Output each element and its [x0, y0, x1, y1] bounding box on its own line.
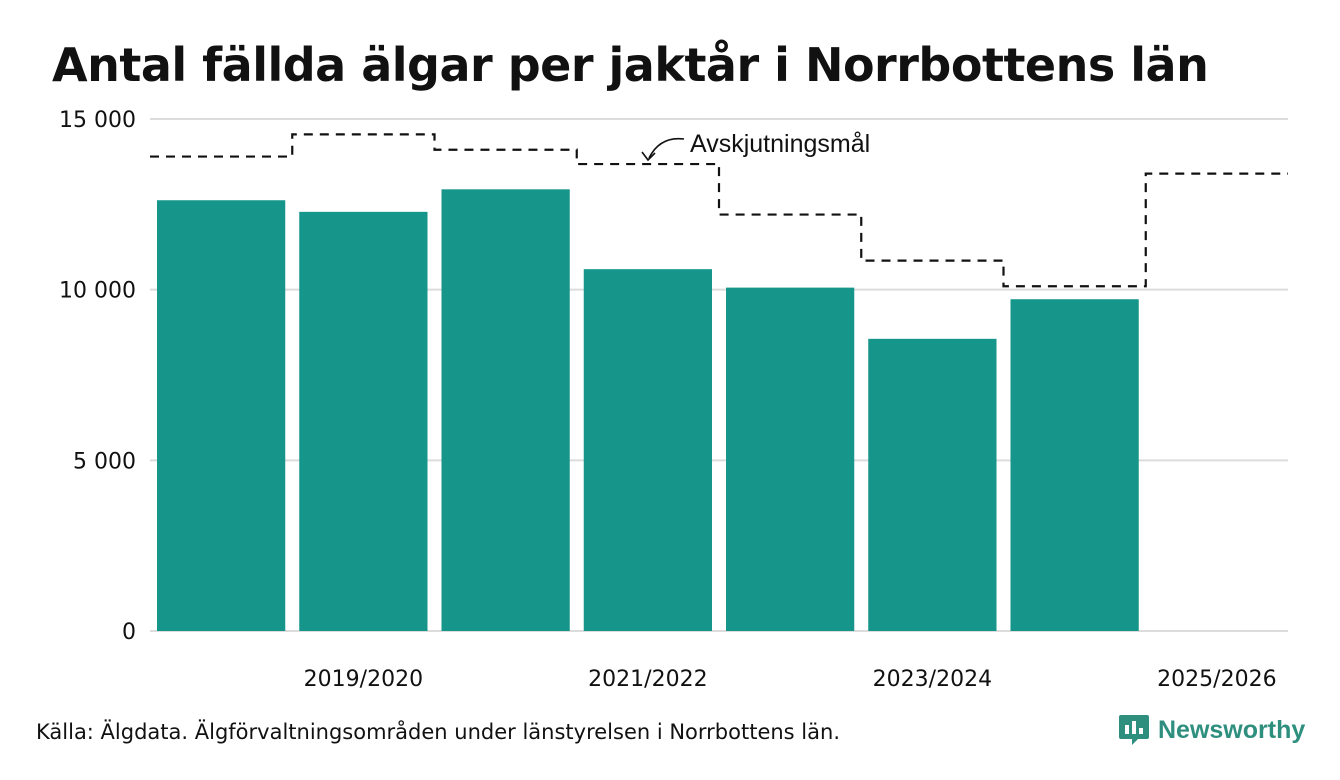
- target-annotation: Avskjutningsmål: [641, 130, 870, 162]
- y-tick-label: 5 000: [73, 449, 136, 474]
- y-tick-label: 10 000: [59, 279, 136, 304]
- bar: [583, 269, 712, 631]
- brand-logo: Newsworthy: [1118, 713, 1305, 747]
- bar-chart: 0 5 000 10 000 15 000 2019/2020 2021/2022 202…: [59, 108, 1288, 692]
- bar: [868, 338, 997, 631]
- x-tick-label: 2023/2024: [873, 667, 992, 692]
- annotation-arrowhead: [641, 151, 656, 162]
- source-note: Källa: Älgdata. Älgförvaltningsområden u…: [36, 720, 840, 744]
- x-tick-label: 2019/2020: [304, 667, 423, 692]
- x-axis: 2019/2020 2021/2022 2023/2024 2025/2026: [304, 667, 1277, 692]
- x-tick-label: 2025/2026: [1157, 667, 1276, 692]
- bar: [726, 287, 855, 631]
- bars: [157, 189, 1139, 632]
- brand-name: Newsworthy: [1158, 715, 1306, 744]
- y-tick-label: 0: [122, 620, 136, 645]
- chart-title: Antal fällda älgar per jaktår i Norrbott…: [52, 38, 1209, 92]
- target-line: [150, 133, 1288, 288]
- y-tick-label: 15 000: [59, 108, 136, 133]
- bar: [299, 211, 428, 632]
- newsworthy-logo-icon: [1119, 715, 1149, 745]
- y-axis: 0 5 000 10 000 15 000: [59, 108, 136, 645]
- target-label: Avskjutningsmål: [690, 130, 870, 158]
- x-tick-label: 2021/2022: [588, 667, 707, 692]
- bar: [441, 189, 570, 631]
- bar: [157, 200, 286, 631]
- target-step-line: [150, 133, 1288, 288]
- bar: [1010, 299, 1139, 631]
- annotation-arrow: [648, 137, 685, 159]
